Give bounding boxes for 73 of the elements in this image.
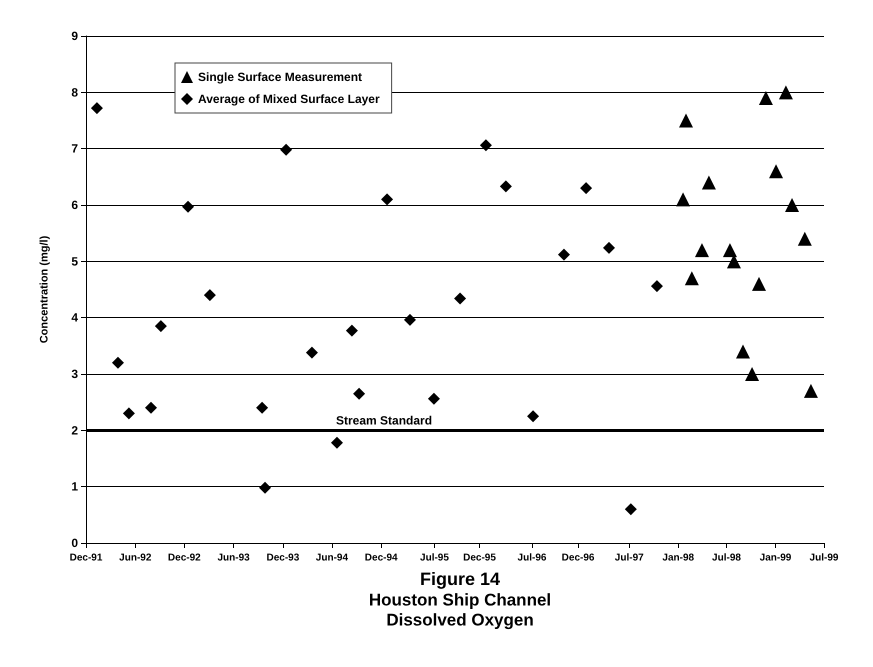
point (798, 232, 812, 246)
point (804, 384, 818, 398)
point (346, 324, 358, 337)
x-tick-label: Jul-97 (614, 552, 644, 564)
point (624, 503, 637, 516)
x-tick-label: Jan-99 (760, 552, 792, 564)
point (154, 320, 167, 332)
x-tick-label: Dec-91 (70, 552, 103, 564)
point (381, 193, 394, 206)
x-tick-label: Dec-96 (562, 552, 595, 564)
point (112, 356, 124, 369)
y-tick-label: 7 (71, 142, 78, 156)
point (90, 102, 103, 114)
x-tick-label: Jul-99 (810, 552, 839, 564)
point (678, 114, 693, 128)
point (280, 144, 292, 156)
text: Houston Ship Channel Dissolved Oxygen (368, 590, 552, 630)
point (752, 276, 766, 291)
x-tick-label: Dec-92 (168, 552, 202, 564)
point (736, 344, 750, 358)
point (122, 407, 135, 420)
y-axis-title: Concentration (mg/l) (38, 235, 50, 344)
x-tick-label: Jun-93 (217, 552, 250, 564)
point (256, 402, 268, 414)
point (204, 289, 216, 302)
y-tick-label: 8 (71, 85, 78, 100)
legend-label: Single Surface Measurement (198, 70, 362, 84)
ref-line-label: Stream Standard (336, 413, 432, 428)
y-tick-label: 5 (71, 254, 78, 268)
y-tick-label: 1 (71, 480, 78, 494)
y-tick-label: 2 (71, 423, 78, 438)
point (722, 243, 737, 258)
point (785, 198, 800, 212)
point (145, 402, 158, 414)
x-tick-label: Dec-94 (364, 552, 398, 564)
point (758, 90, 773, 105)
legend-label: Average of Mixed Surface Layer (198, 92, 380, 106)
point (676, 192, 690, 206)
point (353, 388, 366, 400)
x-tick-label: Dec-93 (266, 552, 300, 564)
point (745, 367, 760, 381)
point (694, 243, 709, 258)
point (259, 482, 272, 494)
point (558, 248, 570, 261)
text: Figure 14 (420, 569, 500, 589)
point (306, 346, 318, 359)
x-tick-label: Jun-92 (119, 552, 152, 564)
point (454, 292, 466, 305)
y-tick-label: 9 (71, 29, 78, 43)
point (500, 180, 512, 192)
y-tick-label: 0 (71, 536, 78, 550)
point (480, 139, 492, 152)
point (428, 392, 440, 405)
point (527, 410, 540, 422)
point (684, 271, 699, 286)
point (602, 242, 615, 254)
x-tick-label: Dec-95 (463, 552, 496, 564)
x-tick-label: Jan-98 (662, 552, 695, 564)
point (650, 280, 663, 292)
x-tick-label: Jul-98 (712, 552, 742, 564)
x-tick-label: Jun-94 (316, 552, 348, 564)
point (404, 314, 416, 326)
point (702, 175, 716, 190)
y-tick-label: 3 (71, 367, 78, 381)
point (778, 85, 793, 100)
y-tick-label: 4 (71, 310, 78, 325)
x-tick-label: Jul-95 (420, 552, 450, 564)
x-tick-label: Jul-96 (518, 552, 547, 564)
point (330, 436, 343, 449)
point (580, 182, 592, 194)
point (769, 164, 784, 178)
y-tick-label: 6 (71, 198, 78, 212)
point (182, 200, 194, 213)
